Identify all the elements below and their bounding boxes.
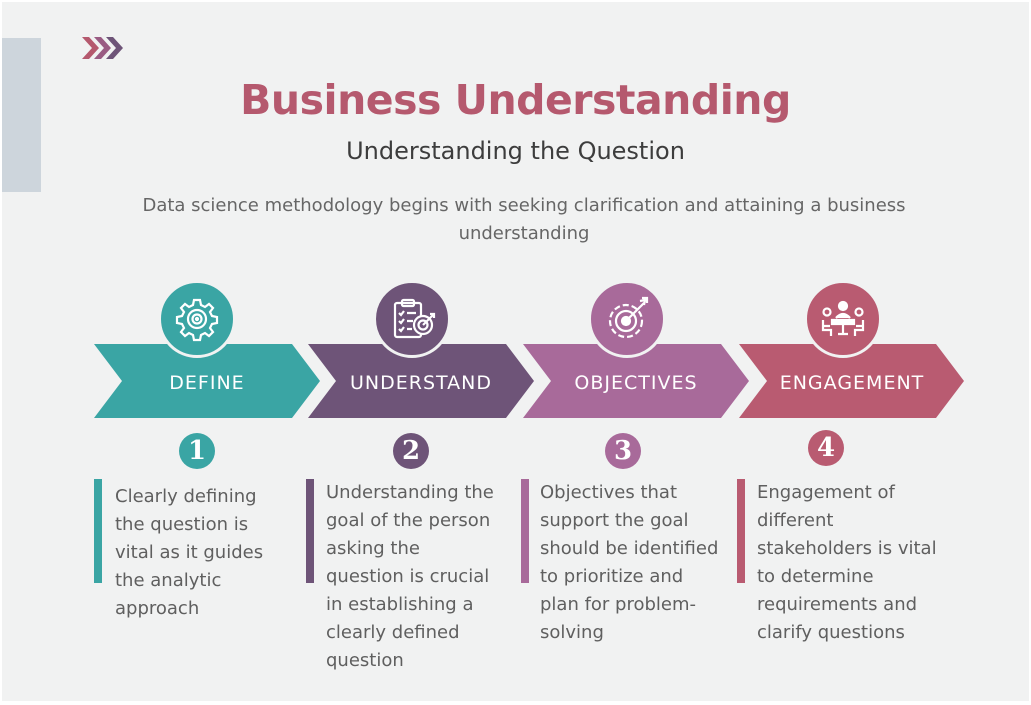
step-label-understand: UNDERSTAND (350, 372, 492, 394)
step-label-objectives: OBJECTIVES (574, 372, 698, 394)
arrow-engagement (739, 344, 964, 418)
side-accent-bar (2, 38, 41, 192)
page-description: Data science methodology begins with see… (142, 195, 906, 244)
gear-target-icon (175, 298, 219, 342)
step-accent-bar-understand (306, 479, 314, 583)
clipboard-target-icon (393, 298, 436, 339)
step-accent-bar-define (94, 479, 102, 583)
step-text-objectives: Objectives that support the goal should … (540, 482, 719, 643)
step-accent-bar-engagement (737, 479, 745, 583)
arrow-objectives (523, 344, 749, 418)
triple-chevron-icon (82, 37, 123, 59)
step-text-engagement: Engagement of different stakeholders is … (757, 482, 937, 643)
step-circle-define (158, 280, 236, 358)
step-circle-understand (373, 280, 451, 358)
meeting-icon (821, 300, 865, 336)
step-label-engagement: ENGAGEMENT (779, 372, 925, 394)
arrow-understand (308, 344, 534, 418)
step-number-2: 2 (393, 433, 429, 469)
target-arrow-icon (608, 296, 649, 339)
page-subtitle: Understanding the Question (346, 137, 685, 165)
page-title: Business Understanding (240, 76, 791, 124)
step-label-define: DEFINE (169, 372, 245, 394)
step-circle-engagement (804, 280, 882, 358)
step-circle-objectives (588, 280, 666, 358)
step-accent-bar-objectives (521, 479, 529, 583)
step-text-understand: Understanding the goal of the person ask… (326, 482, 494, 671)
step-number-3: 3 (605, 433, 641, 469)
step-number-4: 4 (808, 430, 844, 466)
step-text-define: Clearly defining the question is vital a… (115, 486, 264, 619)
arrow-define (94, 344, 320, 418)
step-number-1: 1 (179, 433, 215, 469)
